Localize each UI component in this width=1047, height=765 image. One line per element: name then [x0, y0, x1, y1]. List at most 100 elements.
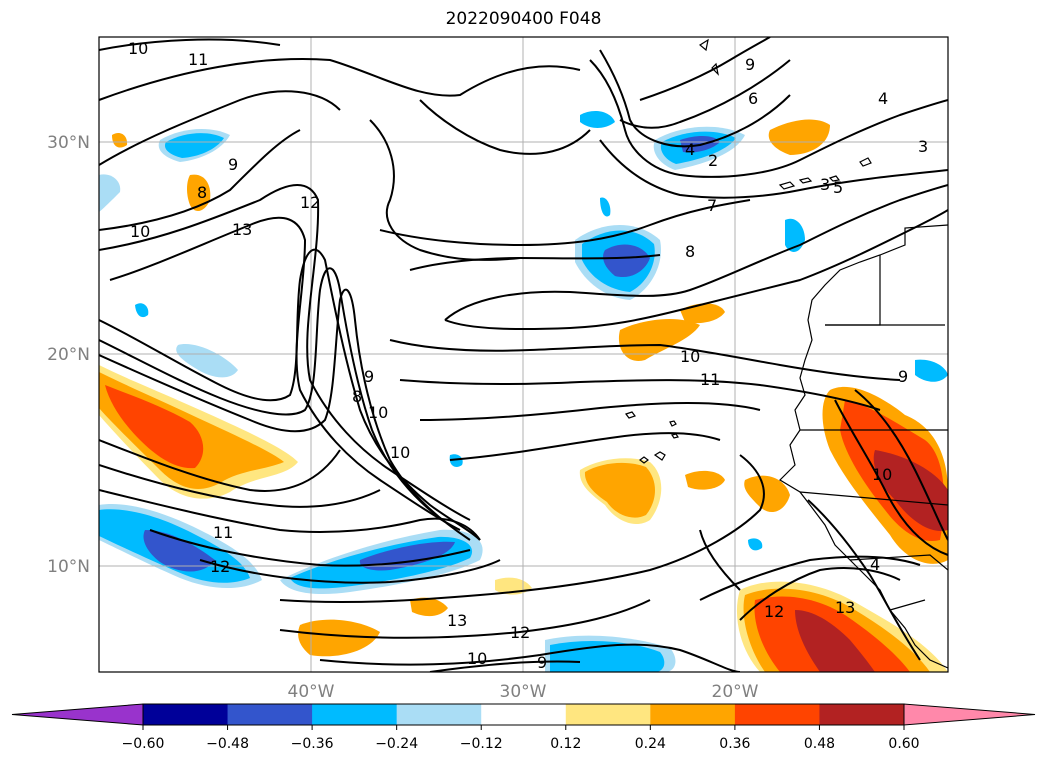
contour-line: [99, 58, 581, 101]
island: [798, 177, 813, 184]
contour-line: [419, 99, 591, 155]
contour-line: [807, 499, 921, 661]
colorbar-under-arrow: [11, 703, 144, 726]
colorbar-bin: [819, 704, 905, 725]
map-title: 2022090400 F048: [445, 9, 602, 29]
contour-line: [444, 209, 948, 331]
contour-label: 12: [764, 602, 784, 621]
contour-label: 4: [685, 140, 695, 159]
colorbar-tick-label: −0.12: [460, 736, 503, 752]
border-line: [889, 599, 926, 611]
contour-line: [99, 489, 481, 541]
contour-label: 13: [232, 220, 252, 239]
island: [859, 157, 872, 167]
colorbar-tick-label: 0.24: [635, 736, 666, 752]
contour-label: 2: [708, 151, 718, 170]
cold-shade: [135, 303, 149, 318]
contour-line: [99, 288, 471, 541]
map-frame: [98, 36, 949, 673]
warm-shade: [768, 119, 830, 155]
contour-line: [429, 660, 581, 672]
contour-label: 8: [197, 183, 207, 202]
contour-line: [854, 389, 948, 541]
contour-label: 4: [870, 555, 880, 574]
contour-line: [599, 49, 791, 148]
cold-shade: [915, 359, 948, 382]
island: [639, 456, 649, 464]
contour-label: 12: [210, 557, 230, 576]
contour-label: 9: [228, 155, 238, 174]
contour-label: 10: [872, 465, 892, 484]
contour-label: 9: [898, 367, 908, 386]
cold-shade: [449, 454, 463, 467]
contour-line: [109, 216, 461, 531]
colorbar-over-arrow: [903, 703, 1036, 726]
border-line: [799, 491, 948, 506]
contour-labels: 10 11 13 12 10 9 8 8 7 6 5 4 3 2 4 3 9 1…: [128, 39, 928, 672]
colorbar-bin: [396, 704, 482, 725]
contour-line: [99, 267, 446, 523]
colorbar-bin: [481, 704, 567, 725]
warm-shade: [584, 462, 655, 518]
contour-label: 3: [820, 175, 830, 194]
island: [669, 420, 677, 427]
lat-label-30n: 30°N: [47, 133, 90, 153]
contour-label: 7: [707, 196, 717, 215]
colorbar-tick-label: −0.48: [206, 736, 249, 752]
contour-label: 9: [537, 653, 547, 672]
map-panel: 10 11 13 12 10 9 8 8 7 6 5 4 3 2 4 3 9 1…: [98, 36, 949, 673]
colorbar-tick-label: 0.36: [719, 736, 750, 752]
colorbar-tick-label: 0.60: [888, 736, 919, 752]
contour-label: 6: [748, 89, 758, 108]
colorbar: −0.60 −0.48 −0.36 −0.24 −0.12 0.12 0.24 0.36 0.4…: [11, 703, 1036, 752]
warm-shade: [744, 475, 790, 513]
contour-line: [449, 432, 721, 461]
contour-label: 11: [213, 523, 233, 542]
contour-line: [99, 439, 341, 492]
contour-line: [149, 529, 471, 567]
latitude-labels: 30°N 20°N 10°N: [47, 133, 90, 577]
contour-label: 12: [300, 193, 320, 212]
contour-label: 10: [368, 403, 388, 422]
island: [698, 38, 709, 52]
contour-line: [99, 90, 341, 166]
contour-label: 5: [833, 178, 843, 197]
contour-label: 11: [188, 50, 208, 69]
cold-shade: [580, 110, 615, 128]
contour-line: [99, 129, 301, 231]
contour-line: [279, 599, 651, 639]
contour-label: 12: [510, 623, 530, 642]
colorbar-frame: [142, 703, 905, 726]
contour-line: [379, 199, 751, 247]
contour-lines: [99, 37, 948, 672]
lon-label-30w: 30°W: [500, 682, 547, 702]
warm-shade: [105, 385, 204, 469]
contour-line: [419, 402, 761, 421]
contour-line: [399, 379, 881, 411]
contour-label: 10: [130, 222, 150, 241]
contour-line: [319, 643, 741, 672]
contour-line: [599, 139, 948, 199]
colorbar-bin: [565, 704, 651, 725]
cold-shade: [176, 344, 238, 378]
contour-line: [739, 567, 901, 621]
warm-shade: [410, 597, 448, 617]
warm-shade: [112, 133, 128, 148]
warm-shade: [680, 303, 725, 324]
island: [671, 433, 679, 439]
cold-shade: [99, 174, 121, 212]
cold-shade: [785, 218, 805, 252]
warm-shade: [685, 470, 725, 490]
contour-line: [99, 38, 281, 51]
contour-label: 8: [685, 242, 695, 261]
cold-shade: [603, 244, 650, 278]
contour-label: 13: [835, 598, 855, 617]
colorbar-tick-label: −0.60: [122, 736, 165, 752]
contour-label: 9: [364, 367, 374, 386]
contour-line: [199, 559, 501, 584]
warm-shade: [618, 318, 700, 361]
colorbar-bin: [734, 704, 820, 725]
contour-label: 4: [878, 89, 888, 108]
contour-line: [99, 184, 471, 521]
